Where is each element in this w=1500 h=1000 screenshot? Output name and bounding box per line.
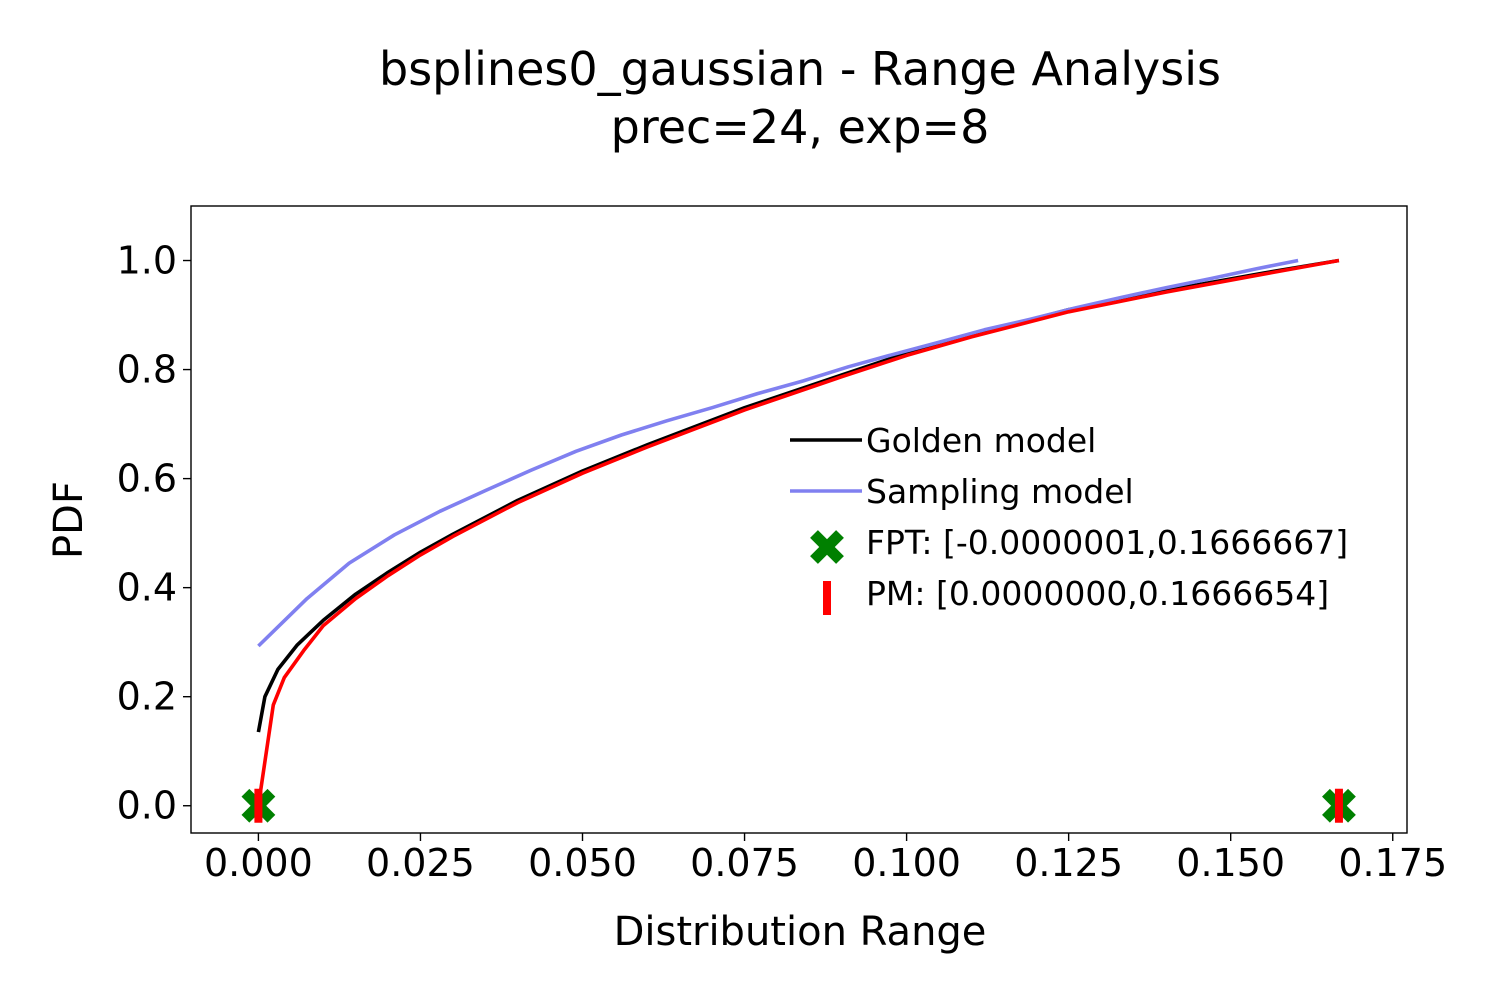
x-tick-label: 0.050 [528, 841, 637, 885]
x-axis-ticks: 0.000 0.025 0.050 0.075 0.100 0.125 0.150 0.175 [204, 833, 1447, 885]
plot-markers [241, 788, 1356, 823]
y-tick-label: 0.8 [117, 348, 177, 392]
y-tick-label: 0.2 [117, 675, 177, 719]
x-axis-label: Distribution Range [614, 909, 987, 955]
plot-area-frame [190, 205, 1408, 834]
legend-entry-pm-label: PM: [0.0000000,0.1666654] [866, 574, 1329, 613]
legend-entry-golden-model-label: Golden model [866, 421, 1096, 460]
y-tick-label: 1.0 [117, 239, 177, 283]
legend-entry-fpt-label: FPT: [-0.0000001,0.1666667] [866, 523, 1348, 562]
series-line-sampling-model [257, 258, 1299, 648]
marker-pm-1 [1334, 788, 1343, 823]
x-tick-label: 0.100 [852, 841, 961, 885]
plot-lines [256, 258, 1340, 806]
x-tick-label: 0.125 [1014, 841, 1123, 885]
y-tick-label: 0.4 [117, 566, 177, 610]
y-axis-ticks: 0.0 0.2 0.4 0.6 0.8 1.0 [117, 239, 191, 828]
legend-entry-fpt: FPT: [-0.0000001,0.1666667] [810, 523, 1348, 564]
legend-entry-sampling-model-label: Sampling model [866, 472, 1134, 511]
legend-entry-pm: PM: [0.0000000,0.1666654] [823, 574, 1329, 615]
chart-title: bsplines0_gaussian - Range Analysis [379, 42, 1221, 96]
series-line-golden-model [256, 258, 1340, 733]
x-tick-label: 0.000 [204, 841, 313, 885]
y-tick-label: 0.6 [117, 457, 177, 501]
marker-pm-0 [254, 788, 263, 823]
y-tick-label: 0.0 [117, 784, 177, 828]
legend-entry-fpt-swatch [810, 530, 844, 564]
legend-entry-golden-model: Golden model [790, 421, 1096, 460]
y-axis-label: PDF [46, 481, 92, 559]
legend: Golden model Sampling model FPT: [-0.00000… [790, 421, 1348, 615]
x-tick-label: 0.075 [690, 841, 799, 885]
x-tick-label: 0.025 [366, 841, 475, 885]
series-line-pm [256, 258, 1340, 806]
x-tick-label: 0.175 [1338, 841, 1447, 885]
legend-entry-pm-swatch [823, 581, 831, 615]
legend-entry-sampling-model: Sampling model [790, 472, 1134, 511]
chart-subtitle: prec=24, exp=8 [611, 100, 990, 154]
x-tick-label: 0.150 [1176, 841, 1285, 885]
